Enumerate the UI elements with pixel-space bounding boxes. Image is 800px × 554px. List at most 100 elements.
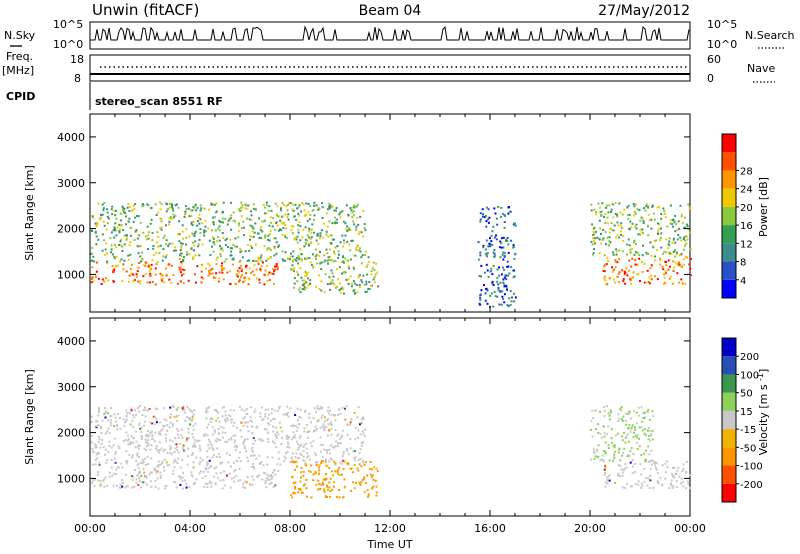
heatmap-cell: [296, 235, 299, 238]
heatmap-cell: [217, 236, 220, 239]
heatmap-cell: [282, 413, 285, 416]
heatmap-cell: [120, 224, 123, 227]
heatmap-cell: [659, 263, 662, 266]
heatmap-cell: [163, 487, 166, 490]
heatmap-cell: [125, 415, 128, 418]
heatmap-cell: [643, 480, 646, 483]
heatmap-cell: [651, 430, 654, 433]
heatmap-cell: [328, 220, 331, 223]
heatmap-cell: [94, 276, 97, 279]
heatmap-cell: [259, 228, 262, 231]
heatmap-cell: [496, 295, 499, 298]
heatmap-cell: [122, 440, 125, 443]
heatmap-cell: [274, 202, 277, 205]
heatmap-cell: [598, 219, 601, 222]
heatmap-cell: [642, 412, 645, 415]
heatmap-cell: [357, 249, 360, 252]
heatmap-cell: [614, 450, 617, 453]
heatmap-cell: [115, 246, 118, 249]
heatmap-cell: [98, 461, 101, 464]
heatmap-cell: [303, 288, 306, 291]
heatmap-cell: [251, 483, 254, 486]
heatmap-cell: [321, 236, 324, 239]
heatmap-cell: [308, 256, 311, 259]
heatmap-cell: [317, 479, 320, 482]
heatmap-cell: [167, 243, 170, 246]
heatmap-cell: [479, 251, 482, 254]
heatmap-cell: [323, 488, 326, 491]
heatmap-cell: [221, 221, 224, 224]
heatmap-cell: [270, 481, 273, 484]
heatmap-cell: [182, 407, 185, 410]
heatmap-cell: [311, 209, 314, 212]
heatmap-cell: [311, 253, 314, 256]
heatmap-cell: [672, 466, 675, 469]
heatmap-cell: [272, 417, 275, 420]
heatmap-cell: [639, 228, 642, 231]
heatmap-cell: [290, 424, 293, 427]
heatmap-cell: [597, 456, 600, 459]
heatmap-cell: [90, 482, 93, 485]
heatmap-cell: [200, 281, 203, 284]
heatmap-cell: [616, 261, 619, 264]
heatmap-cell: [620, 406, 623, 409]
heatmap-cell: [166, 423, 169, 426]
heatmap-cell: [175, 415, 178, 418]
heatmap-cell: [304, 242, 307, 244]
heatmap-cell: [348, 243, 351, 246]
heatmap-cell: [193, 438, 196, 441]
heatmap-cell: [503, 283, 506, 286]
heatmap-cell: [499, 281, 502, 284]
heatmap-cell: [283, 460, 286, 463]
heatmap-cell: [653, 462, 656, 465]
heatmap-cell: [359, 250, 362, 253]
heatmap-cell: [294, 485, 296, 488]
heatmap-cell: [252, 466, 255, 469]
heatmap-cell: [230, 421, 233, 424]
heatmap-cell: [672, 239, 675, 242]
heatmap-cell: [640, 454, 643, 456]
heatmap-cell: [164, 485, 167, 488]
heatmap-cell: [620, 409, 623, 412]
heatmap-cell: [145, 449, 148, 451]
heatmap-cell: [247, 430, 250, 433]
heatmap-cell: [198, 444, 201, 447]
heatmap-cell: [174, 249, 177, 252]
heatmap-cell: [259, 462, 262, 465]
heatmap-cell: [193, 442, 196, 445]
heatmap-cell: [267, 209, 270, 212]
heatmap-cell: [630, 282, 632, 285]
heatmap-cell: [259, 412, 262, 415]
heatmap-cell: [163, 234, 166, 237]
heatmap-cell: [299, 416, 302, 419]
heatmap-cell: [257, 260, 260, 263]
heatmap-cell: [334, 429, 337, 431]
heatmap-cell: [488, 242, 491, 245]
heatmap-cell: [268, 224, 271, 227]
heatmap-cell: [208, 264, 211, 267]
heatmap-cell: [684, 282, 687, 285]
heatmap-cell: [649, 474, 652, 477]
heatmap-cell: [272, 425, 275, 428]
heatmap-cell: [670, 482, 672, 485]
heatmap-cell: [502, 258, 505, 261]
heatmap-cell: [686, 225, 689, 228]
heatmap-cell: [134, 230, 137, 233]
heatmap-cell: [142, 231, 145, 234]
heatmap-cell: [632, 453, 635, 455]
heatmap-cell: [273, 245, 276, 248]
heatmap-cell: [681, 282, 684, 285]
heatmap-cell: [603, 425, 606, 428]
heatmap-cell: [211, 236, 214, 239]
heatmap-cell: [279, 463, 282, 466]
x-tick-label: 08:00: [274, 522, 306, 535]
heatmap-cell: [147, 237, 150, 240]
heatmap-cell: [131, 454, 134, 457]
heatmap-cell: [356, 284, 358, 287]
heatmap-cell: [670, 479, 673, 482]
heatmap-cell: [191, 410, 194, 413]
heatmap-cell: [360, 444, 363, 447]
heatmap-cell: [337, 468, 340, 471]
heatmap-cell: [304, 462, 307, 465]
